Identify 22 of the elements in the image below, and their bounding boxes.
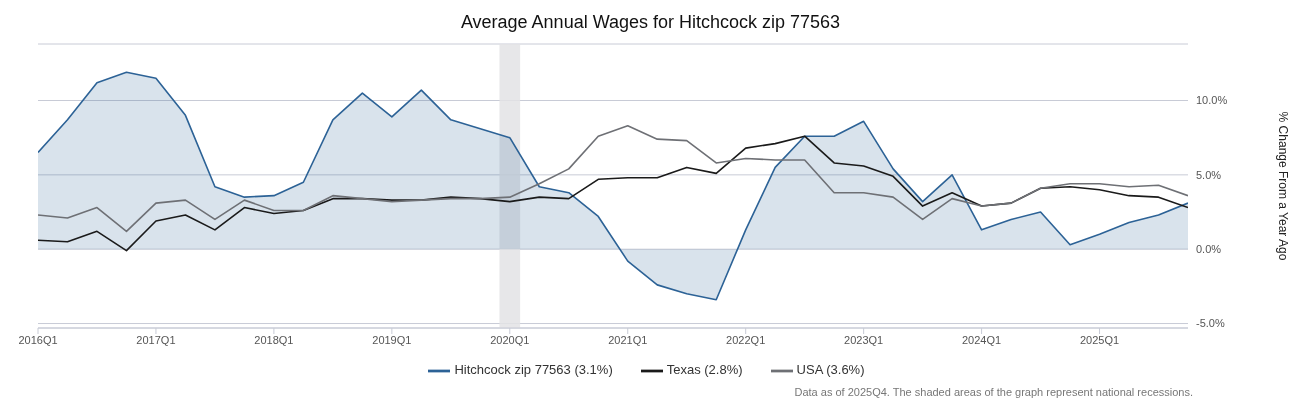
x-tick-label: 2023Q1 (844, 333, 884, 346)
x-tick-label: 2019Q1 (372, 333, 412, 346)
legend-label: Texas (2.8%) (666, 362, 743, 378)
x-tick-label: 2020Q1 (490, 333, 530, 346)
y2-tick-label: 5.0% (1196, 168, 1222, 181)
legend-label: USA (3.6%) (796, 362, 865, 378)
y2-tick-label: 10.0% (1196, 94, 1228, 107)
x-tick-label: 2021Q1 (608, 333, 648, 346)
x-tick-label: 2022Q1 (726, 333, 766, 346)
y2-tick-label: -5.0% (1196, 317, 1225, 330)
y2-axis-title: % Change From a Year Ago (1275, 111, 1290, 261)
chart-title: Average Annual Wages for Hitchcock zip 77563 (459, 11, 842, 34)
legend-label: Hitchcock zip 77563 (3.1%) (454, 362, 613, 378)
text: Data as of 2025Q4. The shaded areas of the graph represent national recessions. (793, 386, 1194, 398)
x-tick-label: 2018Q1 (254, 333, 294, 346)
x-tick-label: 2025Q1 (1079, 333, 1120, 346)
x-tick-label: 2017Q1 (136, 333, 176, 346)
x-tick-label: 2024Q1 (962, 333, 1002, 346)
x-tick-label: 2016Q1 (18, 333, 58, 346)
line-series (38, 135, 1188, 252)
y2-tick-label: 0.0% (1196, 243, 1222, 256)
line-series (38, 124, 1188, 233)
